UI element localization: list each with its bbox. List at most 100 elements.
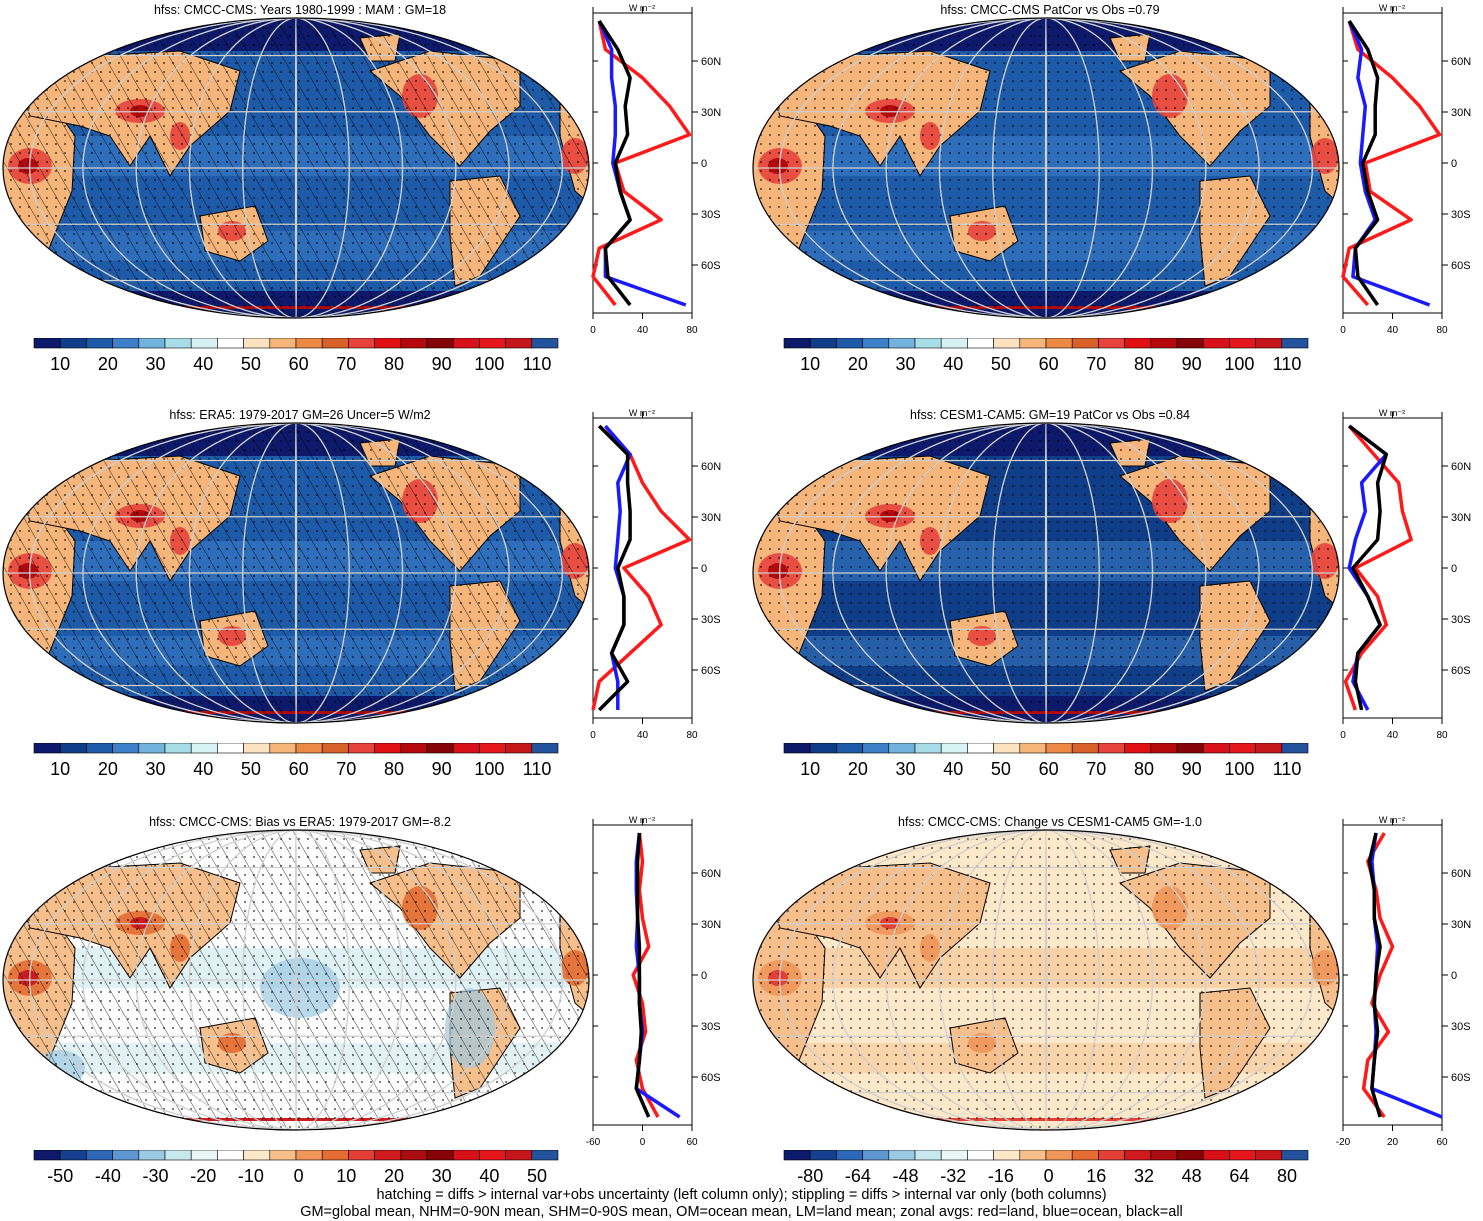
colorbar-swatch	[86, 743, 113, 754]
colorbar-label: 10	[336, 1166, 356, 1186]
zonal-average-plot: 60N 30N 0 30S 60S 0 40 80	[590, 412, 721, 741]
colorbar-label: 30	[432, 1166, 452, 1186]
colorbar-label: 80	[384, 759, 404, 779]
colorbar-swatch	[967, 743, 994, 754]
colorbar-label: 30	[896, 354, 916, 374]
colorbar-swatch	[1281, 743, 1309, 754]
colorbar-swatch	[33, 338, 61, 349]
map-title: hfss: CMCC-CMS: Years 1980-1999 : MAM : …	[153, 3, 447, 17]
colorbar-label: 80	[1277, 1166, 1297, 1186]
colorbar-swatch	[967, 1150, 994, 1161]
colorbar-label: 10	[800, 759, 820, 779]
colorbar-swatch	[1176, 1150, 1204, 1161]
zonal-series-line	[597, 20, 632, 307]
colorbar-swatch	[269, 338, 297, 349]
colorbar-swatch	[940, 743, 968, 754]
colorbar-label: 100	[1224, 354, 1254, 374]
zonal-series-line	[1367, 832, 1382, 1118]
colorbar-swatch	[452, 1150, 480, 1161]
colorbar-swatch	[190, 743, 218, 754]
colorbar-label: 20	[848, 759, 868, 779]
colorbar-swatch	[888, 1150, 916, 1161]
colorbar-label: 20	[98, 354, 118, 374]
colorbar-label: 64	[1229, 1166, 1249, 1186]
colorbar-label: 10	[50, 759, 70, 779]
zonal-lat-label: 0	[701, 158, 707, 170]
colorbar-swatch	[531, 338, 559, 349]
colorbar-swatch	[1281, 1150, 1309, 1161]
colorbar-swatch	[374, 338, 402, 349]
colorbar-label: 0	[1044, 1166, 1054, 1186]
colorbar-label: -40	[95, 1166, 121, 1186]
colorbar-swatch	[321, 1150, 349, 1161]
colorbar-swatch	[452, 338, 480, 349]
colorbar-label: 80	[1134, 354, 1154, 374]
colorbar-swatch	[836, 743, 863, 754]
colorbar-swatch	[86, 338, 113, 349]
zonal-x-tick: 0	[1340, 325, 1346, 336]
colorbar-label: 110	[523, 354, 552, 374]
colorbar-label: -48	[893, 1166, 919, 1186]
colorbar-label: 40	[943, 354, 963, 374]
colorbar: 10 20 30 40 50 60 70 80 90 100 110	[33, 338, 559, 374]
colorbar-swatch	[190, 338, 218, 349]
zonal-average-plot: 60N 30N 0 30S 60S -60 0 60	[586, 819, 721, 1148]
colorbar-swatch	[862, 338, 890, 349]
zonal-average-plot: 60N 30N 0 30S 60S 0 40 80	[1340, 7, 1471, 336]
colorbar-swatch	[1019, 338, 1047, 349]
zonal-lat-label: 30N	[701, 919, 721, 931]
colorbar-swatch	[400, 743, 428, 754]
colorbar-label: 40	[943, 759, 963, 779]
colorbar-swatch	[374, 1150, 402, 1161]
zonal-lat-label: 60N	[701, 461, 721, 473]
zonal-lat-label: 0	[701, 970, 707, 982]
world-map	[752, 17, 1340, 319]
colorbar-label: 60	[289, 759, 309, 779]
colorbar: -80 -64 -48 -32 -16 0 16 32 48 64 80	[783, 1150, 1309, 1186]
colorbar-label: 80	[1134, 759, 1154, 779]
colorbar-swatch	[1150, 1150, 1178, 1161]
colorbar-swatch	[967, 338, 994, 349]
map-title: hfss: CESM1-CAM5: GM=19 PatCor vs Obs =0…	[910, 408, 1190, 422]
zonal-x-tick: 40	[637, 730, 649, 741]
zonal-lat-label: 60N	[1451, 868, 1471, 880]
zonal-lat-label: 30S	[701, 614, 721, 626]
colorbar-swatch	[1124, 338, 1152, 349]
colorbar-label: 90	[432, 759, 452, 779]
colorbar-swatch	[1124, 1150, 1152, 1161]
colorbar-label: 16	[1086, 1166, 1106, 1186]
colorbar-swatch	[295, 743, 323, 754]
colorbar-swatch	[295, 338, 323, 349]
colorbar: -50 -40 -30 -20 -10 0 10 20 30 40 50	[33, 1150, 559, 1186]
colorbar-swatch	[914, 1150, 942, 1161]
colorbar-label: 50	[991, 354, 1011, 374]
colorbar-label: -10	[238, 1166, 264, 1186]
colorbar-swatch	[426, 1150, 454, 1161]
colorbar-swatch	[1098, 338, 1125, 349]
zonal-lat-label: 60N	[701, 56, 721, 68]
colorbar-swatch	[190, 1150, 218, 1161]
colorbar-swatch	[1019, 1150, 1047, 1161]
map-panel: hfss: CMCC-CMS: Bias vs ERA5: 1979-2017 …	[0, 812, 740, 1217]
colorbar-swatch	[112, 1150, 140, 1161]
zonal-lat-label: 60N	[701, 868, 721, 880]
zonal-average-plot: 60N 30N 0 30S 60S -20 20 60	[1336, 819, 1471, 1148]
zonal-series-line	[604, 424, 632, 710]
colorbar-label: 60	[289, 354, 309, 374]
colorbar-swatch	[479, 743, 506, 754]
zonal-lat-label: 0	[1451, 158, 1457, 170]
colorbar-swatch	[59, 338, 87, 349]
colorbar-label: 20	[848, 354, 868, 374]
colorbar-label: 90	[1182, 759, 1202, 779]
colorbar-swatch	[59, 1150, 87, 1161]
world-map	[752, 422, 1340, 724]
colorbar-label: 100	[474, 354, 504, 374]
zonal-x-tick: 80	[686, 325, 698, 336]
zonal-x-tick: 80	[1436, 325, 1448, 336]
colorbar-label: -16	[988, 1166, 1014, 1186]
colorbar-swatch	[400, 1150, 428, 1161]
colorbar-swatch	[295, 1150, 323, 1161]
colorbar-label: 60	[1039, 759, 1059, 779]
colorbar-label: 30	[896, 759, 916, 779]
colorbar-label: -32	[940, 1166, 966, 1186]
